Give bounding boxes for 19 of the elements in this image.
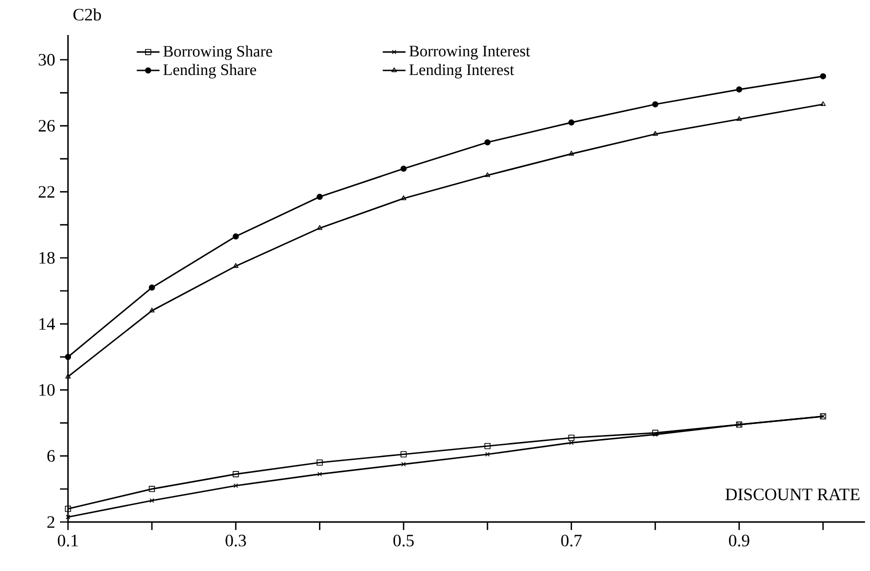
y-axis-title: C2b — [73, 8, 101, 21]
y-tick-label: 2 — [47, 516, 54, 528]
y-tick-label: 14 — [39, 318, 56, 330]
y-tick-label: 18 — [39, 252, 55, 264]
y-tick-label: 26 — [38, 120, 55, 132]
x-axis-title: DISCOUNT RATE — [725, 488, 860, 500]
x-tick-label: 0.5 — [393, 534, 414, 546]
legend-label: Borrowing Interest — [409, 46, 530, 60]
x-tick-label: 0.1 — [58, 534, 78, 546]
x-tick-label: 0.7 — [561, 534, 582, 546]
legend-label: Lending Interest — [409, 64, 514, 78]
y-tick-label: 6 — [47, 450, 55, 462]
y-tick-label: 22 — [38, 186, 54, 198]
legend-label: Borrowing Share — [163, 45, 272, 60]
y-tick-label: 10 — [39, 384, 55, 396]
x-tick-label: 0.3 — [226, 534, 246, 546]
x-tick-label: 0.9 — [728, 534, 750, 546]
y-tick-label: 30 — [38, 54, 55, 66]
legend-label: Lending Share — [163, 64, 256, 78]
